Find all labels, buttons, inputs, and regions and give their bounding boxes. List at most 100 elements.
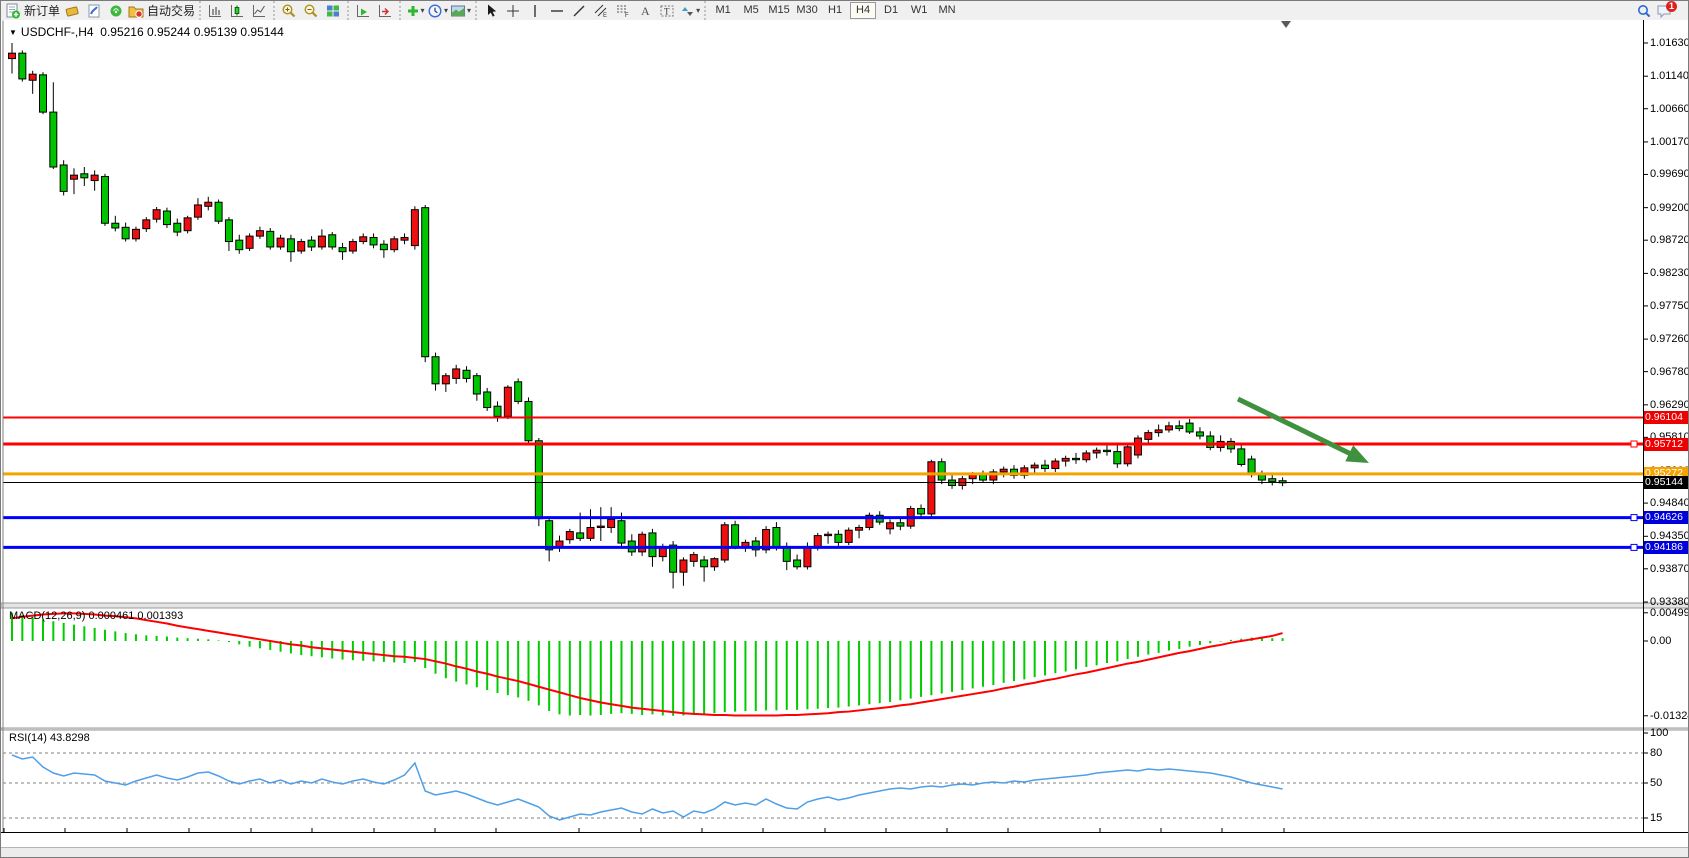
vertical-line-button[interactable] (525, 2, 545, 19)
candle-body (390, 238, 399, 251)
candle-body (979, 474, 988, 481)
notifications-button[interactable]: 1 (1656, 1, 1683, 19)
candle-body (28, 73, 37, 81)
tile-windows-button[interactable] (323, 2, 343, 19)
candlestick-button[interactable] (227, 2, 247, 19)
candle-body (803, 545, 812, 568)
signal-button[interactable] (106, 2, 126, 19)
candle-body (741, 541, 750, 547)
auto-scroll-button[interactable] (353, 2, 373, 19)
timeframe-m5[interactable]: M5 (743, 4, 759, 16)
zoom-in-button[interactable] (279, 2, 299, 19)
pane-separator[interactable] (1, 727, 1689, 731)
chart-title: ▼ USDCHF-,H4 0.95216 0.95244 0.95139 0.95… (9, 25, 284, 39)
zoom-out-button[interactable] (301, 2, 321, 19)
clock-icon (428, 3, 442, 18)
line-handle[interactable] (1630, 440, 1638, 448)
rsi-axis-label: 80 (1650, 747, 1663, 759)
template-button[interactable]: ▾ (450, 2, 471, 19)
collapse-triangle-icon[interactable]: ▼ (9, 28, 17, 37)
candle-body (793, 559, 802, 568)
macd-axis-label: 0.00 (1650, 635, 1672, 647)
price-axis-label: 1.01630 (1650, 37, 1689, 49)
text-icon: A (641, 4, 650, 18)
arrows-button[interactable]: ▾ (679, 2, 700, 19)
pane-separator[interactable] (1, 602, 1689, 609)
candle-body (1041, 464, 1049, 470)
equidistant-channel-button[interactable]: E (591, 2, 611, 19)
period-button[interactable]: ▾ (427, 2, 448, 19)
timeframe-h1[interactable]: H1 (828, 4, 843, 16)
chart-window[interactable]: ▼ USDCHF-,H4 0.95216 0.95244 0.95139 0.95… (1, 20, 1689, 857)
line-handle[interactable] (1630, 514, 1638, 522)
candle-body (534, 440, 543, 520)
price-axis-label: 0.97750 (1650, 299, 1689, 312)
cursor-button[interactable] (481, 2, 501, 19)
price-axis-label: 0.96290 (1650, 398, 1689, 411)
toolbar-group-trade: 新订单 自动交易 (1, 1, 199, 20)
price-tag-0.96104: 0.96104 (1644, 410, 1688, 424)
timeframe-d1[interactable]: D1 (884, 4, 899, 16)
crosshair-icon (507, 4, 520, 17)
candle-body (503, 386, 512, 417)
data-window-button[interactable] (62, 2, 82, 19)
candle-body (69, 174, 78, 180)
candle-body (989, 471, 998, 481)
symbol-period-label: USDCHF-,H4 (20, 25, 94, 39)
candle-body (514, 381, 523, 402)
candle-body (379, 243, 388, 251)
auto-trading-button[interactable]: 自动交易 (128, 2, 195, 19)
timeframe-h4[interactable]: H4 (850, 2, 877, 19)
price-tag-0.95712: 0.95712 (1644, 437, 1688, 451)
timeframe-m1[interactable]: M1 (715, 4, 731, 16)
fibonacci-button[interactable]: F (613, 2, 633, 19)
horizontal-line-icon (551, 9, 564, 12)
timeframe-m30[interactable]: M30 (796, 4, 818, 16)
add-indicator-button[interactable]: ▾ (405, 2, 425, 19)
line-handle[interactable] (1630, 543, 1638, 551)
timeframe-w1[interactable]: W1 (910, 4, 928, 16)
timeframe-m15[interactable]: M15 (768, 4, 790, 16)
arrows-icon (682, 6, 694, 16)
candle-body (1071, 457, 1080, 461)
bar-chart-button[interactable] (205, 2, 225, 19)
price-chart-canvas[interactable] (1, 20, 1689, 847)
macd-signal-line (11, 612, 1283, 717)
chevron-down-icon: ▾ (444, 6, 449, 15)
trend-arrow-annotation[interactable] (1236, 396, 1357, 459)
candle-body (297, 241, 306, 252)
price-axis-label: 1.01140 (1650, 70, 1689, 83)
candle-body (131, 228, 140, 240)
crosshair-button[interactable] (503, 2, 523, 19)
bar-chart-icon (209, 4, 222, 17)
new-order-button[interactable]: 新订单 (5, 2, 60, 19)
chart-shift-button[interactable] (375, 2, 395, 19)
candle-body (111, 222, 120, 229)
text-button[interactable]: A (635, 2, 655, 19)
candle-body (1102, 449, 1111, 453)
candle-body (359, 236, 368, 243)
candle-body (1237, 448, 1246, 465)
toolbar-group-chart-type (199, 1, 273, 20)
text-label-button[interactable]: T (657, 2, 677, 19)
candle-body (731, 524, 740, 547)
candle-body (348, 241, 357, 252)
chart-shift-marker[interactable] (1281, 21, 1291, 28)
toolbar-right: 1 (1633, 1, 1688, 19)
price-axis-label: 0.94840 (1650, 497, 1689, 510)
candle-body (896, 522, 905, 527)
line-chart-button[interactable] (249, 2, 269, 19)
search-button[interactable] (1634, 2, 1654, 19)
candle-body (8, 52, 16, 60)
candle-body (824, 533, 833, 537)
navigator-button[interactable] (84, 2, 104, 19)
add-indicator-icon (407, 5, 418, 16)
horizontal-line-button[interactable] (547, 2, 567, 19)
candle-body (328, 234, 337, 248)
candle-body (1082, 452, 1091, 461)
timeframe-mn[interactable]: MN (938, 4, 956, 16)
price-axis-label: 0.99200 (1650, 201, 1689, 214)
candle-body (834, 533, 843, 543)
candle-body (689, 554, 698, 562)
trendline-button[interactable] (569, 2, 589, 19)
